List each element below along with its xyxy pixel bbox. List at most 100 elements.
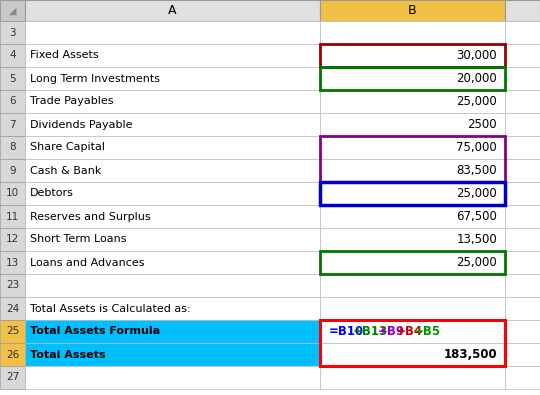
Text: 11: 11 [6, 211, 19, 222]
Bar [25, 205, 320, 228]
Text: 5: 5 [9, 73, 16, 83]
Bar [505, 159, 540, 182]
Text: 4: 4 [9, 51, 16, 60]
Bar [0, 90, 25, 113]
Bar [25, 113, 320, 136]
Bar [25, 21, 320, 44]
Text: Total Assets: Total Assets [30, 350, 105, 359]
Text: 25,000: 25,000 [456, 256, 497, 269]
Bar [320, 0, 505, 21]
Bar [505, 21, 540, 44]
Bar [320, 343, 505, 366]
Text: +B9: +B9 [377, 325, 404, 338]
Text: Cash & Bank: Cash & Bank [30, 166, 102, 175]
Text: Dividends Payable: Dividends Payable [30, 120, 132, 130]
Bar [505, 320, 540, 343]
Bar [0, 113, 25, 136]
Bar [0, 44, 25, 67]
Text: 13,500: 13,500 [456, 233, 497, 246]
Text: 3: 3 [9, 28, 16, 38]
Text: 25,000: 25,000 [456, 187, 497, 200]
Bar [320, 113, 505, 136]
Bar [320, 67, 505, 90]
Bar [505, 228, 540, 251]
Bar [0, 320, 25, 343]
Text: 23: 23 [6, 280, 19, 290]
Bar [320, 67, 505, 90]
Text: 20,000: 20,000 [456, 72, 497, 85]
Text: 25,000: 25,000 [456, 95, 497, 108]
Bar [25, 0, 320, 21]
Text: 6: 6 [9, 96, 16, 107]
Text: 2500: 2500 [468, 118, 497, 131]
Bar [320, 251, 505, 274]
Text: 26: 26 [6, 350, 19, 359]
Text: A: A [168, 4, 177, 17]
Text: 10: 10 [6, 188, 19, 199]
Bar [25, 274, 320, 297]
Text: 13: 13 [6, 258, 19, 267]
Bar [320, 251, 505, 274]
Text: 30,000: 30,000 [456, 49, 497, 62]
Text: 7: 7 [9, 120, 16, 130]
Bar [320, 21, 505, 44]
Bar [0, 274, 25, 297]
Bar [320, 228, 505, 251]
Text: =B10: =B10 [329, 325, 364, 338]
Text: ◢: ◢ [9, 6, 16, 15]
Bar [0, 297, 25, 320]
Text: 83,500: 83,500 [456, 164, 497, 177]
Text: 24: 24 [6, 303, 19, 314]
Bar [505, 205, 540, 228]
Bar [25, 320, 320, 343]
Bar [505, 44, 540, 67]
Bar [0, 0, 25, 21]
Text: Debtors: Debtors [30, 188, 74, 199]
Bar [320, 90, 505, 113]
Bar [320, 274, 505, 297]
Bar [320, 366, 505, 389]
Text: Long Term Investments: Long Term Investments [30, 73, 160, 83]
Bar [505, 366, 540, 389]
Bar [505, 343, 540, 366]
Text: +B5: +B5 [414, 325, 441, 338]
Bar [320, 320, 505, 366]
Bar [505, 0, 540, 21]
Bar [320, 182, 505, 205]
Text: +B4: +B4 [395, 325, 423, 338]
Bar [0, 228, 25, 251]
Text: 8: 8 [9, 143, 16, 152]
Text: +B13: +B13 [353, 325, 388, 338]
Bar [505, 113, 540, 136]
Text: 67,500: 67,500 [456, 210, 497, 223]
Text: Trade Payables: Trade Payables [30, 96, 113, 107]
Text: 75,000: 75,000 [456, 141, 497, 154]
Bar [25, 182, 320, 205]
Text: Total Assets Formula: Total Assets Formula [30, 327, 160, 337]
Bar [0, 136, 25, 159]
Bar [505, 297, 540, 320]
Text: Reserves and Surplus: Reserves and Surplus [30, 211, 151, 222]
Bar [320, 205, 505, 228]
Bar [320, 136, 505, 159]
Text: Fixed Assets: Fixed Assets [30, 51, 99, 60]
Bar [0, 21, 25, 44]
Text: Short Term Loans: Short Term Loans [30, 235, 126, 245]
Text: 27: 27 [6, 372, 19, 382]
Bar [0, 182, 25, 205]
Bar [320, 44, 505, 67]
Bar [320, 136, 505, 182]
Bar [505, 182, 540, 205]
Bar [505, 67, 540, 90]
Bar [320, 320, 505, 343]
Text: B: B [408, 4, 417, 17]
Bar [25, 67, 320, 90]
Bar [25, 136, 320, 159]
Bar [25, 343, 320, 366]
Bar [25, 366, 320, 389]
Bar [25, 297, 320, 320]
Bar [320, 159, 505, 182]
Bar [505, 274, 540, 297]
Bar [0, 366, 25, 389]
Bar [320, 44, 505, 67]
